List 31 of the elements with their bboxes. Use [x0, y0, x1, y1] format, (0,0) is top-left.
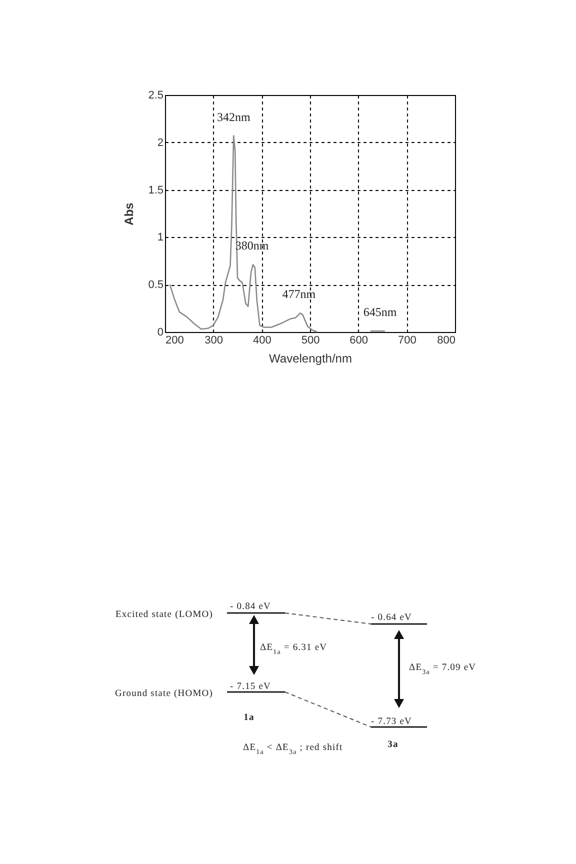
x-tick-label: 700 — [398, 334, 416, 346]
text: Ground state (HOMO) — [115, 689, 213, 699]
x-tick-label: 600 — [350, 334, 368, 346]
annotation: 342nm — [216, 110, 251, 124]
y-tick-label: 0.5 — [148, 279, 164, 292]
y-axis-title: Abs — [122, 202, 136, 226]
text: 1a — [244, 713, 254, 723]
y-tick-label: 2.5 — [148, 90, 164, 102]
text: 3a — [388, 740, 398, 750]
text: - 7.73 eV — [371, 717, 412, 727]
text: ΔE$_{1a}$ = 6.31 eV — [260, 643, 328, 656]
text: ΔE$_{3a}$ = 7.09 eV — [409, 663, 476, 676]
x-tick-label: 500 — [301, 334, 320, 346]
y-tick-label: 1 — [157, 232, 164, 244]
annotation: 645nm — [363, 305, 398, 320]
text: - 0.84 eV — [230, 602, 272, 612]
x-tick-label: 400 — [252, 334, 272, 346]
y-tick-label: 0 — [157, 326, 164, 338]
annotation: 380nm — [235, 238, 270, 253]
x-axis-title: Wavelength/nm — [269, 352, 352, 366]
text: - 7.15 eV — [230, 682, 272, 692]
text: Excited state (LOMO) — [116, 610, 213, 620]
y-tick-label: 2 — [157, 136, 164, 149]
x-tick-label: 200 — [166, 334, 184, 346]
text: ΔE$_{1a}$ < ΔE$_{3a}$ ; red shift — [243, 743, 343, 756]
line-series — [169, 135, 318, 333]
annotation: 477nm — [282, 287, 316, 302]
text: - 0.64 eV — [371, 613, 412, 623]
y-tick-label: 1.5 — [148, 184, 164, 196]
x-tick-label: 300 — [204, 334, 224, 346]
x-tick-label: 800 — [437, 334, 456, 346]
